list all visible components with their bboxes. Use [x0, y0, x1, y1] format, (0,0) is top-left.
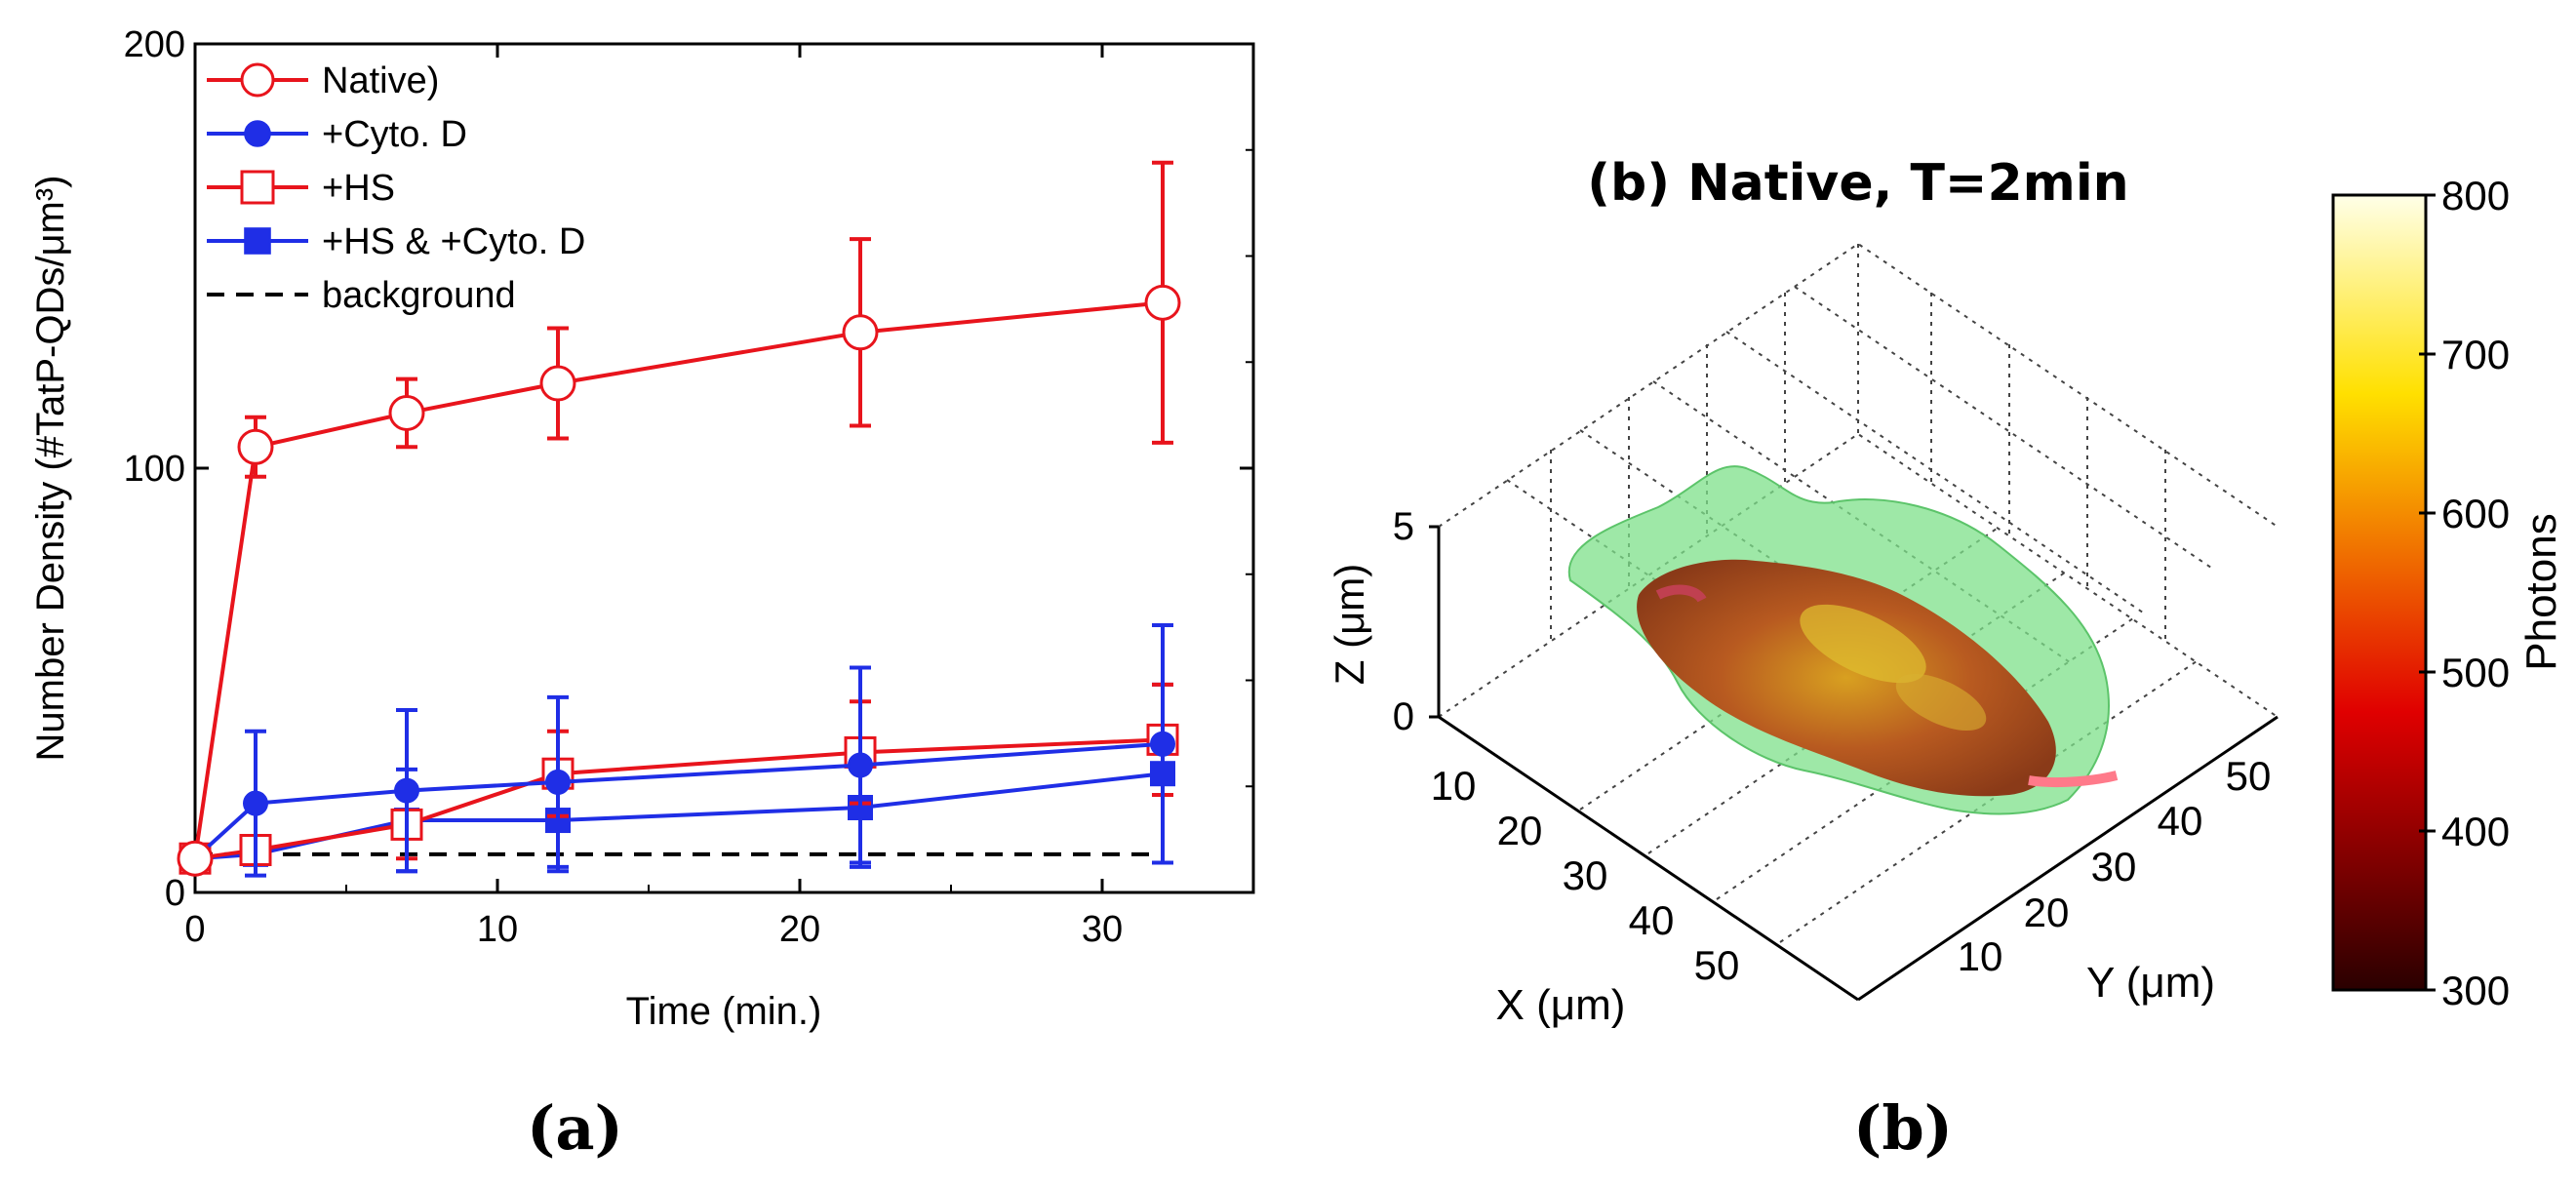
colorbar-tick-label: 700 [2441, 332, 2510, 377]
axes-a: 0 10 20 30 0 100 200 [124, 24, 1253, 950]
x-axis-label-3d: X (μm) [1496, 981, 1626, 1029]
data-point [388, 394, 425, 431]
3d-box-axes [1429, 525, 2279, 1002]
data-point [244, 120, 271, 147]
x-tick-label: 30 [1082, 909, 1123, 950]
caption-a: (a) [527, 1092, 623, 1164]
data-point [1150, 731, 1175, 757]
x-tick-3d: 10 [1431, 763, 1477, 809]
y-tick-3d: 30 [2091, 844, 2137, 890]
data-point [244, 227, 271, 255]
y-tick-label: 0 [165, 873, 185, 914]
panel-b-title: (b) Native, T=2min [1587, 154, 2128, 213]
x-tick-label: 0 [184, 909, 205, 950]
legend: Native) +Cyto. D +HS +HS & +Cyto. D backgrou… [207, 60, 585, 316]
colorbar: 800 700 600 500 400 300 Photons [2331, 173, 2565, 1013]
y-tick-3d: 50 [2226, 753, 2272, 799]
z-axis-label: Z (μm) [1327, 564, 1372, 685]
colorbar-tick-label: 500 [2441, 650, 2510, 695]
legend-item: background [207, 275, 516, 316]
y-axis-label-3d: Y (μm) [2086, 959, 2215, 1007]
legend-label: background [322, 275, 516, 316]
cell-rendering [1567, 465, 2119, 815]
z-tick-0: 0 [1393, 695, 1414, 738]
y-axis-label: Number Density (#TatP-QDs/μm³) [29, 176, 72, 762]
y-tick-3d: 40 [2158, 798, 2203, 844]
colorbar-gradient [2331, 193, 2428, 992]
legend-label: +HS [322, 168, 395, 209]
caption-b: (b) [1853, 1092, 1954, 1164]
x-tick-3d: 30 [1563, 852, 1608, 898]
panel-b: (b) Native, T=2min [1327, 154, 2565, 1029]
x-tick-label: 10 [477, 909, 518, 950]
data-point [243, 790, 268, 816]
z-tick-5: 5 [1393, 505, 1414, 548]
y-tick-label: 200 [124, 24, 185, 65]
data-point [539, 365, 576, 402]
series-native [177, 160, 1181, 877]
x-tick-3d: 40 [1629, 897, 1675, 943]
series-layer [177, 160, 1181, 878]
colorbar-ticks: 800 700 600 500 400 300 [2419, 173, 2510, 1013]
data-point [1144, 284, 1181, 321]
colorbar-tick-label: 300 [2441, 968, 2510, 1013]
data-point [177, 840, 214, 877]
legend-item: +Cyto. D [207, 114, 467, 155]
data-point [848, 752, 873, 778]
data-point [545, 769, 571, 795]
y-tick-3d: 20 [2024, 890, 2070, 935]
x-axis-label: Time (min.) [626, 990, 822, 1033]
chart-a: 0 10 20 30 0 100 200 Native) +Cyto. D +HS +HS & +… [29, 24, 1255, 1033]
data-point [240, 62, 275, 98]
series-line [193, 741, 1164, 860]
legend-item: Native) [207, 60, 439, 101]
y-tick-3d: 10 [1958, 933, 2003, 979]
colorbar-tick-label: 600 [2441, 491, 2510, 536]
colorbar-tick-label: 400 [2441, 809, 2510, 854]
legend-label: +Cyto. D [322, 114, 467, 155]
data-point [842, 314, 879, 351]
legend-label: +HS & +Cyto. D [322, 221, 585, 262]
series-line [193, 300, 1164, 859]
legend-item: +HS & +Cyto. D [207, 221, 585, 262]
data-point [240, 170, 275, 205]
colorbar-tick-label: 800 [2441, 173, 2510, 218]
colorbar-label: Photons [2517, 513, 2565, 670]
series-cyto-d [182, 622, 1175, 878]
x-tick-label: 20 [779, 909, 820, 950]
y-tick-label: 100 [124, 449, 185, 490]
data-point [394, 777, 419, 804]
y-ticks-3d: 10 20 30 40 50 [1958, 753, 2272, 979]
legend-label: Native) [322, 60, 439, 101]
data-point [237, 428, 274, 465]
legend-item: +HS [207, 168, 395, 209]
x-tick-3d: 50 [1694, 942, 1740, 988]
x-ticks-3d: 10 20 30 40 50 [1431, 763, 1740, 988]
x-tick-3d: 20 [1497, 808, 1543, 853]
